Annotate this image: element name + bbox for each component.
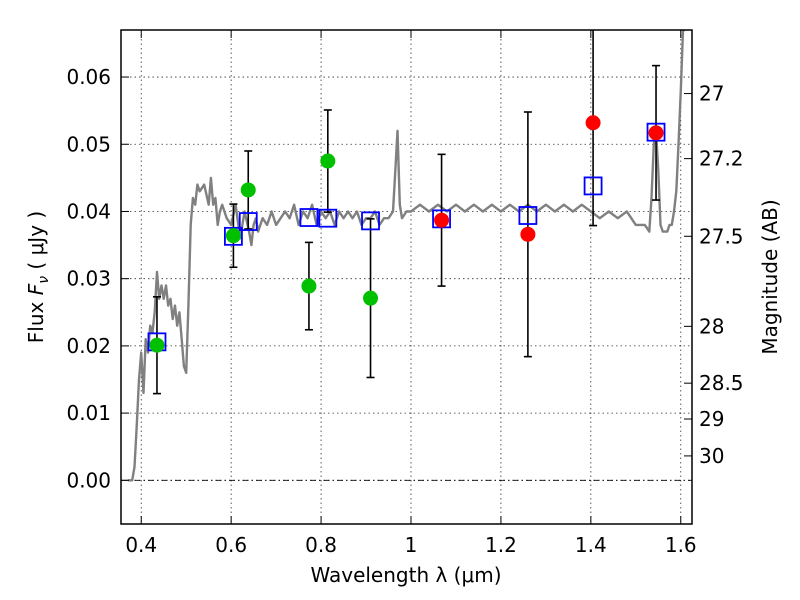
series-layer [127, 30, 686, 482]
magnitude-tick-label: 27.2 [699, 147, 744, 171]
y-tick-label: 0.03 [66, 267, 111, 291]
y-tick-label: 0.00 [66, 468, 111, 492]
red-point [520, 226, 536, 242]
plot-frame [120, 29, 693, 525]
x-tick-labels: 0.4 0.6 0.8 1 1.2 1.4 1.6 [125, 533, 696, 557]
y-tick-label: 0.01 [66, 401, 111, 425]
right-axis-label: Magnitude (AB) [758, 199, 782, 354]
y-axis-label-unit: ( μJy ) [24, 211, 48, 276]
x-tick-label: 1.6 [665, 533, 697, 557]
x-axis-label: Wavelength λ (μm) [310, 563, 501, 587]
x-tick-label: 1.2 [485, 533, 517, 557]
y-tick-label: 0.05 [66, 132, 111, 156]
green-point [363, 290, 379, 306]
y-tick-label: 0.04 [66, 199, 111, 223]
red-point [434, 212, 450, 228]
magnitude-tick-label: 28.5 [699, 371, 744, 395]
x-tick-label: 1.4 [575, 533, 607, 557]
green-point [320, 153, 336, 169]
green-point [149, 337, 165, 353]
green-point [240, 182, 256, 198]
x-tick-label: 0.4 [125, 533, 157, 557]
blue-square-marker [299, 208, 319, 227]
red-point [648, 125, 664, 141]
magnitude-tick-labels: 27 27.2 27.5 28 28.5 29 30 [699, 82, 744, 468]
red-point [585, 115, 601, 131]
blue-square-marker [238, 212, 258, 231]
y-axis-label-variable: F [24, 283, 48, 295]
model-spectrum-line [127, 30, 686, 482]
tick-marks [121, 30, 692, 524]
y-tick-labels: 0.00 0.01 0.02 0.03 0.04 0.05 0.06 [66, 65, 111, 492]
y-axis-label: Flux Fν ( μJy ) [24, 211, 52, 343]
y-tick-label: 0.02 [66, 334, 111, 358]
x-tick-label: 0.8 [305, 533, 337, 557]
x-tick-label: 0.6 [215, 533, 247, 557]
green-point [301, 278, 317, 294]
y-axis-label-subscript: ν [36, 276, 52, 284]
blue-square-marker [646, 122, 666, 142]
magnitude-tick-label: 28 [699, 314, 724, 338]
y-axis-label-prefix: Flux [24, 295, 48, 343]
blue-square-marker [518, 206, 538, 225]
grid [121, 30, 692, 524]
magnitude-tick-label: 27 [699, 82, 724, 106]
green-point [225, 228, 241, 244]
blue-square-marker [361, 211, 380, 231]
y-tick-label: 0.06 [66, 65, 111, 89]
magnitude-tick-label: 27.5 [699, 224, 744, 248]
magnitude-tick-label: 29 [699, 407, 724, 431]
blue-square-marker [583, 176, 603, 196]
magnitude-tick-label: 30 [699, 444, 724, 468]
blue-square-marker [318, 208, 338, 228]
x-tick-label: 1 [405, 533, 418, 557]
blue-square-marker [224, 226, 243, 246]
